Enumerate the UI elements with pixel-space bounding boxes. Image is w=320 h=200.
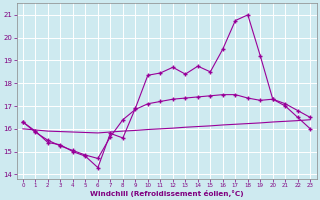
X-axis label: Windchill (Refroidissement éolien,°C): Windchill (Refroidissement éolien,°C) xyxy=(90,190,244,197)
